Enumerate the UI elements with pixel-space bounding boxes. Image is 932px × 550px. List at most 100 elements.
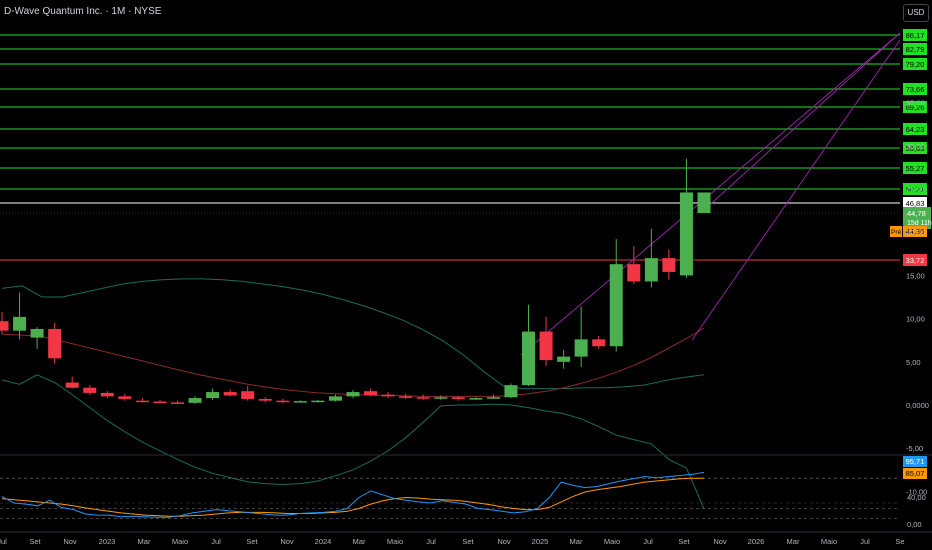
candle-body [486, 397, 500, 399]
resistance-price-tag [903, 123, 927, 135]
resistance-price-label: 79,20 [906, 60, 925, 69]
rsi-ma-line [1, 477, 705, 517]
candle-body [557, 356, 571, 362]
resistance-price-label: 50,21 [906, 185, 925, 194]
pre-market-price-tag [903, 226, 927, 237]
candle-body [627, 264, 641, 282]
candle-body [223, 392, 237, 396]
candle-body [13, 316, 27, 331]
x-tick-label: Set [246, 537, 258, 546]
x-tick-label: Jul [643, 537, 653, 546]
x-tick-label: Jul [0, 537, 7, 546]
candle-body [0, 321, 9, 331]
pre-market-price: 44,36 [906, 227, 925, 236]
x-tick-label: Nov [63, 537, 77, 546]
candle-body [153, 401, 167, 404]
y-tick-label: -5,00 [906, 444, 923, 453]
candle-body [171, 402, 184, 404]
y-tick-label: 0,0000 [906, 401, 929, 410]
countdown-label: 15d 11h [907, 220, 932, 227]
candle-body [83, 387, 97, 393]
x-tick-label: Jul [211, 537, 221, 546]
resistance-price-label: 55,27 [906, 164, 925, 173]
resistance-price-tag [903, 142, 927, 154]
candle-body [574, 339, 588, 357]
pre-market-label: Pré [891, 229, 902, 236]
x-tick-label: Maio [172, 537, 188, 546]
resistance-price-tag [903, 29, 927, 41]
x-tick-label: Maio [387, 537, 403, 546]
candle-body [662, 258, 676, 272]
rsi-line [1, 471, 705, 518]
x-tick-label: Nov [497, 537, 511, 546]
x-tick-label: Nov [713, 537, 727, 546]
resistance-price-tag [903, 83, 927, 95]
x-tick-label: Maio [604, 537, 620, 546]
currency-button[interactable]: USD [903, 4, 929, 22]
candle-body [346, 392, 360, 397]
y-tick-label: 35,00 [906, 99, 925, 108]
candle-body [364, 391, 378, 396]
x-tick-label: Mar [787, 537, 800, 546]
resistance-price-tag [903, 162, 927, 174]
x-tick-label: Nov [280, 537, 294, 546]
candle-body [381, 394, 395, 397]
candle-body [434, 397, 448, 399]
y-tick-label: 30,00 [906, 142, 925, 151]
y-tick-label: 20,00 [906, 228, 925, 237]
candle-body [416, 397, 430, 399]
candle-body [328, 396, 342, 401]
y-tick-label: 15,00 [906, 271, 925, 280]
last-price-tag [903, 207, 931, 229]
last-price-label: 44,78 [907, 209, 926, 218]
x-tick-label: Maio [821, 537, 837, 546]
candle-body [469, 398, 483, 400]
x-tick-label: Mar [353, 537, 366, 546]
chart-title: D-Wave Quantum Inc. · 1M · NYSE [4, 6, 162, 17]
resistance-price-tag [903, 183, 927, 195]
x-tick-label: 2025 [532, 537, 549, 546]
support-price-tag [903, 254, 927, 266]
candle-body [644, 258, 658, 282]
resistance-price-label: 64,23 [906, 125, 925, 134]
candle-body [206, 392, 220, 399]
rsi-value-label: 95,71 [906, 457, 925, 466]
candle-body [30, 328, 44, 338]
pre-market-badge [890, 226, 902, 237]
candle-body [118, 396, 132, 399]
resistance-price-label: 86,17 [906, 31, 925, 40]
candle-body [293, 401, 307, 403]
rsi-tick-label: 40,00 [907, 493, 926, 502]
x-tick-label: Mar [570, 537, 583, 546]
candle-body [522, 331, 535, 386]
rsi-tick-label: 0,00 [907, 520, 922, 529]
x-tick-label: Jul [426, 537, 436, 546]
y-tick-label: 10,00 [906, 315, 925, 324]
x-tick-label: Se [895, 537, 904, 546]
x-tick-label: 2026 [748, 537, 765, 546]
candle-body [504, 385, 518, 398]
rsi-ma-value-tag [903, 468, 927, 479]
resistance-price-label: 82,79 [906, 45, 925, 54]
resistance-price-label: 73,66 [906, 85, 925, 94]
support-price-label: 33,72 [906, 256, 925, 265]
trendline-lower [691, 39, 901, 341]
resistance-price-tag [903, 58, 927, 70]
x-tick-label: 2024 [315, 537, 332, 546]
candle-body [135, 400, 149, 403]
candle-body [100, 392, 114, 397]
candle-body [241, 391, 255, 399]
rsi-value-tag [903, 456, 927, 467]
candle-body [258, 398, 272, 401]
candle-body [48, 328, 62, 359]
candle-body [697, 192, 711, 213]
candle-body [451, 397, 465, 399]
resistance-price-tag [903, 43, 927, 55]
x-tick-label: Set [462, 537, 474, 546]
trendline-inner [703, 32, 901, 211]
current-level-label: 46,83 [906, 199, 925, 208]
candle-body [65, 382, 79, 388]
candle-body [399, 396, 413, 398]
x-tick-label: Mar [138, 537, 151, 546]
